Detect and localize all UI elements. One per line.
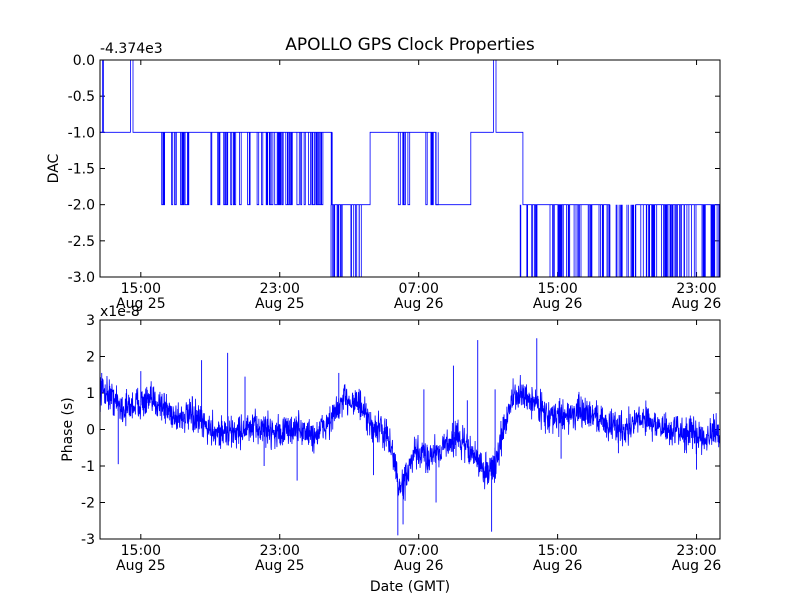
- dac-ytick-label: -3.0: [68, 270, 95, 286]
- phase-xtick-date-label: Aug 25: [116, 558, 166, 574]
- phase-xtick-time-label: 07:00: [399, 543, 439, 559]
- phase-y-axis-label: Phase (s): [60, 397, 76, 461]
- phase-xtick-date-label: Aug 26: [394, 558, 444, 574]
- phase-ytick-label: -3: [81, 532, 95, 548]
- dac-plot-frame: [99, 59, 721, 278]
- phase-line-series: [100, 338, 720, 536]
- phase-plot-frame: [99, 319, 721, 540]
- dac-line-series: [100, 60, 720, 277]
- dac-xtick-time-label: 07:00: [399, 281, 439, 297]
- dac-ytick-label: -2.0: [68, 198, 95, 214]
- dac-toggle-line: [161, 132, 720, 277]
- dac-xtick-date-label: Aug 26: [394, 296, 444, 312]
- dac-ytick-label: -1.5: [68, 162, 95, 178]
- phase-xtick-date-label: Aug 26: [672, 558, 722, 574]
- phase-ytick-label: 0: [86, 423, 95, 439]
- phase-xtick-date-label: Aug 26: [533, 558, 583, 574]
- phase-offset-label: x1e-8: [100, 304, 140, 320]
- dac-xtick-date-label: Aug 25: [116, 296, 166, 312]
- phase-ytick-label: 3: [86, 313, 95, 329]
- phase-line: [100, 375, 720, 501]
- dac-xtick-time-label: 23:00: [260, 281, 300, 297]
- dac-ytick-label: 0.0: [73, 53, 95, 69]
- dac-xtick-date-label: Aug 26: [672, 296, 722, 312]
- dac-xtick-date-label: Aug 25: [255, 296, 305, 312]
- phase-xtick-time-label: 23:00: [676, 543, 716, 559]
- phase-xtick-time-label: 15:00: [121, 543, 161, 559]
- x-axis-label: Date (GMT): [370, 579, 450, 595]
- dac-xtick-time-label: 15:00: [121, 281, 161, 297]
- dac-step-line: [100, 60, 720, 277]
- phase-ytick-label: 2: [86, 350, 95, 366]
- dac-xtick-time-label: 15:00: [537, 281, 577, 297]
- dac-ytick-label: -2.5: [68, 234, 95, 250]
- phase-ytick-label: -1: [81, 459, 95, 475]
- phase-xtick-date-label: Aug 25: [255, 558, 305, 574]
- dac-ytick-label: -1.0: [68, 125, 95, 141]
- phase-ytick-label: -2: [81, 496, 95, 512]
- dac-offset-label: -4.374e3: [100, 41, 163, 57]
- dac-xtick-time-label: 23:00: [676, 281, 716, 297]
- chart-title: APOLLO GPS Clock Properties: [285, 35, 535, 55]
- phase-ytick-label: 1: [86, 386, 95, 402]
- dac-y-axis-label: DAC: [46, 153, 62, 183]
- phase-xtick-time-label: 15:00: [537, 543, 577, 559]
- dac-xtick-date-label: Aug 26: [533, 296, 583, 312]
- dac-ytick-label: -0.5: [68, 89, 95, 105]
- phase-xtick-time-label: 23:00: [260, 543, 300, 559]
